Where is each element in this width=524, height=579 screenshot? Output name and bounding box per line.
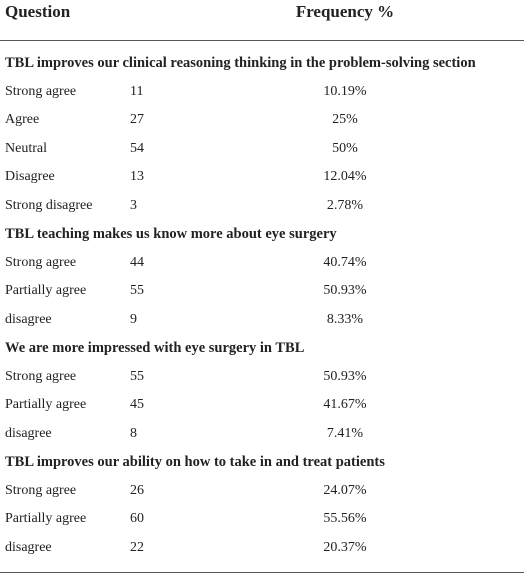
section-title: TBL teaching makes us know more about ey…: [5, 226, 337, 242]
row-percent: 12.04%: [323, 169, 367, 184]
section-title: TBL improves our ability on how to take …: [5, 454, 385, 470]
row-label: Strong disagree: [5, 197, 93, 213]
row-percent: 25%: [332, 112, 358, 127]
row-count: 60: [130, 511, 144, 526]
row-label: Partially agree: [5, 511, 87, 526]
row-label: Strong agree: [5, 83, 77, 99]
section-title: TBL improves our clinical reasoning thin…: [5, 55, 476, 71]
row-count: 45: [130, 397, 144, 412]
row-percent: 8.33%: [326, 311, 364, 327]
row-count: 26: [130, 482, 144, 498]
row-label: Disagree: [5, 169, 55, 184]
row-percent: 2.78%: [326, 197, 364, 213]
row-percent: 41.67%: [323, 397, 367, 412]
row-count: 22: [130, 539, 144, 555]
row-count: 8: [130, 425, 137, 441]
row-label: Partially agree: [5, 283, 87, 298]
row-label: Partially agree: [5, 397, 87, 412]
row-count: 27: [130, 112, 144, 127]
row-count: 11: [130, 83, 144, 99]
bottom-rule: [0, 572, 524, 573]
header-cell: Question: [5, 2, 71, 21]
row-label: Strong agree: [5, 254, 77, 270]
row-count: 55: [130, 368, 144, 384]
row-label: Strong agree: [5, 482, 77, 498]
row-percent: 20.37%: [323, 539, 367, 555]
row-count: 13: [130, 169, 144, 184]
row-label: disagree: [5, 539, 52, 555]
header-cell: Frequency %: [295, 2, 395, 21]
row-label: disagree: [5, 311, 52, 327]
row-label: Strong agree: [5, 368, 77, 384]
row-percent: 50.93%: [323, 368, 367, 384]
row-percent: 40.74%: [323, 254, 367, 270]
row-percent: 55.56%: [323, 511, 367, 526]
header-rule: [0, 40, 524, 41]
row-label: Agree: [5, 112, 40, 127]
row-count: 54: [130, 140, 144, 156]
row-percent: 50.93%: [323, 283, 367, 298]
row-percent: 50%: [332, 140, 358, 156]
section-title: We are more impressed with eye surgery i…: [5, 340, 305, 356]
row-label: Neutral: [5, 140, 47, 156]
row-percent: 24.07%: [323, 482, 367, 498]
row-count: 55: [130, 283, 144, 298]
row-count: 44: [130, 254, 144, 270]
row-label: disagree: [5, 425, 52, 441]
row-percent: 10.19%: [323, 83, 367, 99]
row-percent: 7.41%: [326, 425, 364, 441]
row-count: 9: [130, 311, 137, 327]
row-count: 3: [130, 197, 137, 213]
